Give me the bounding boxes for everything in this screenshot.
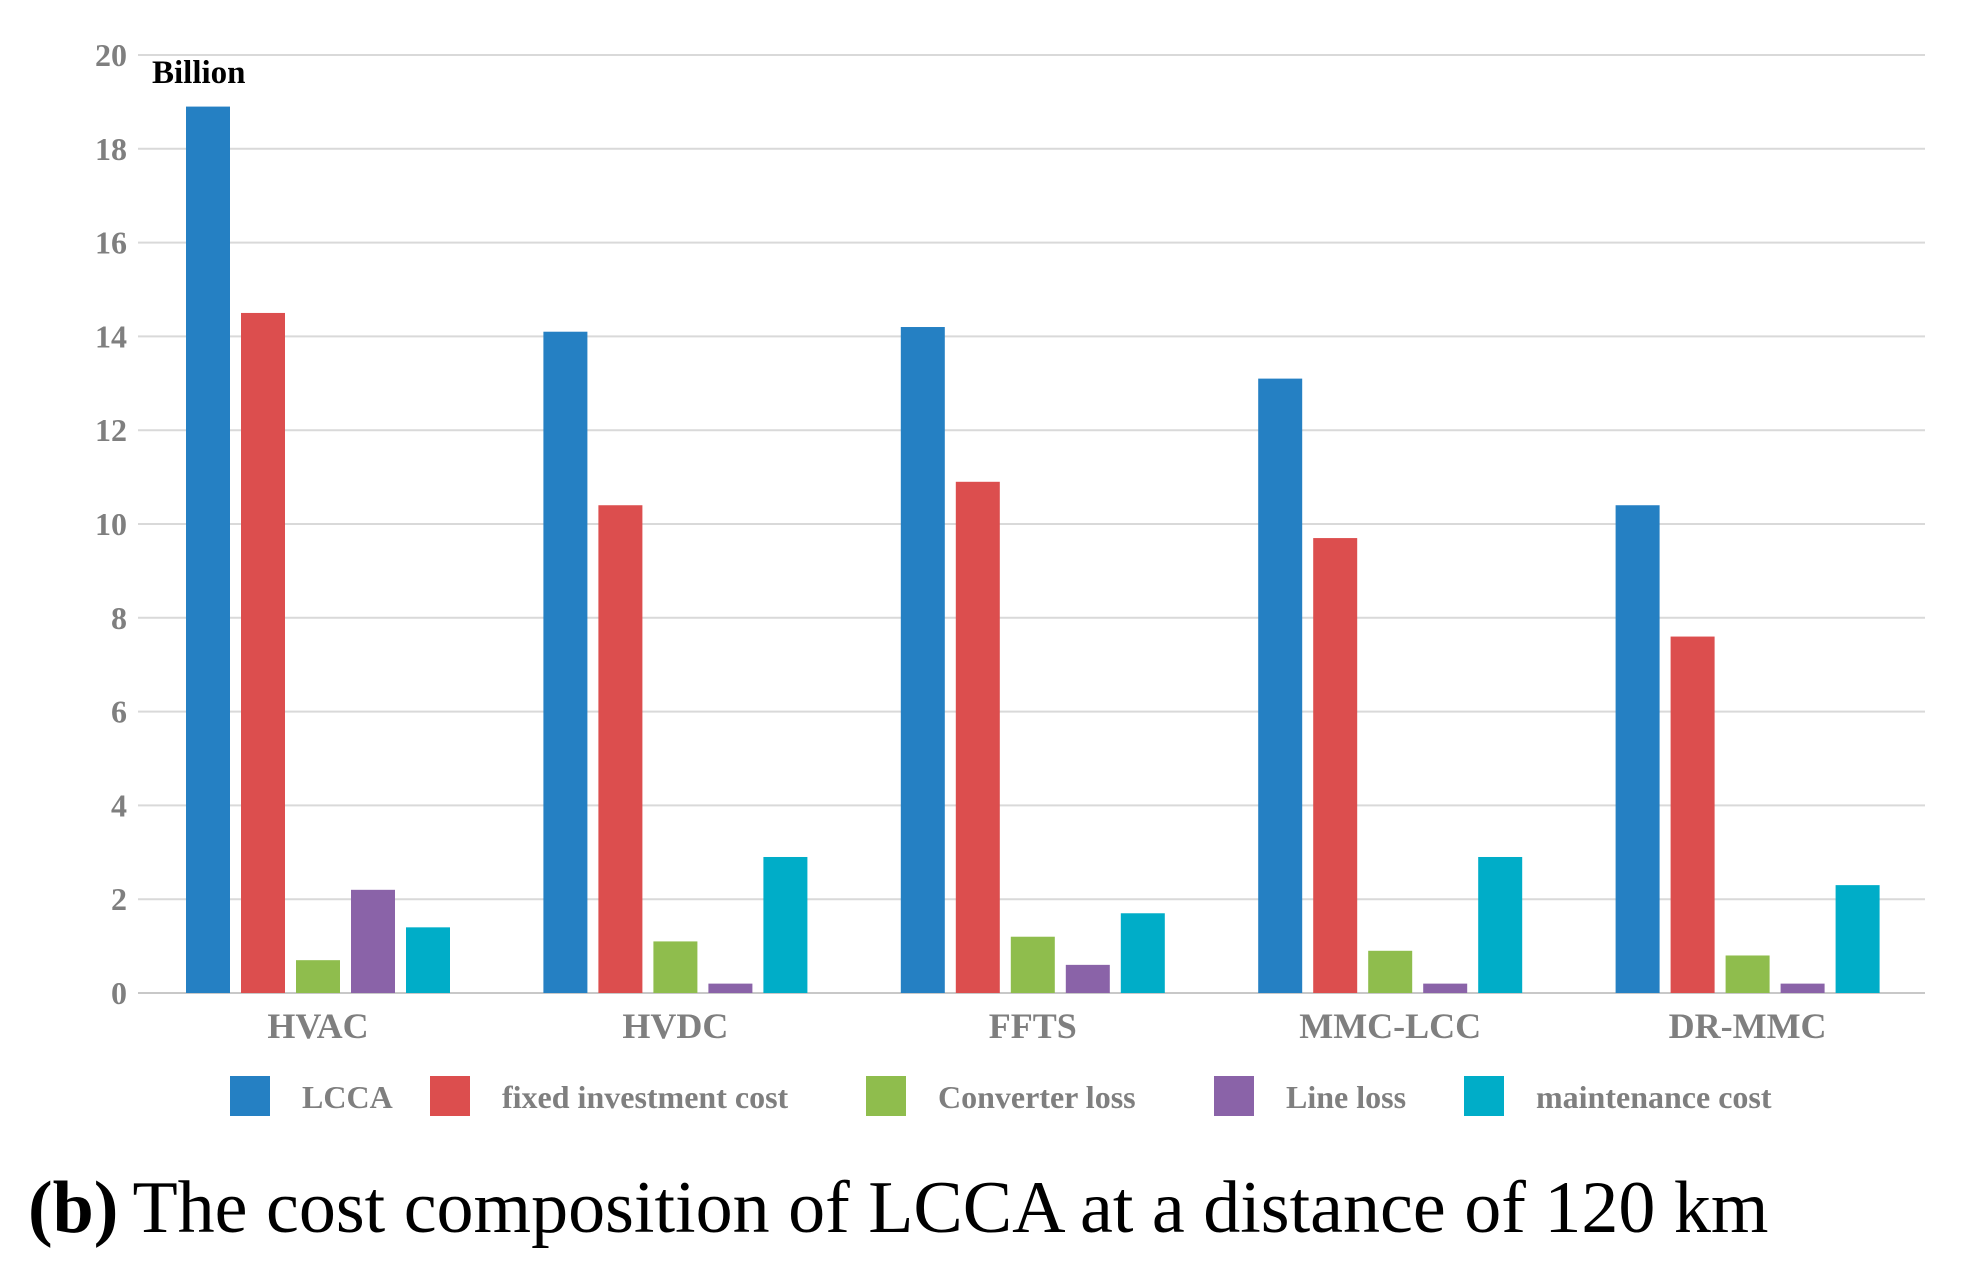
bar-line-loss-hvdc: [708, 983, 753, 993]
x-category-label: HVDC: [622, 1006, 728, 1046]
bar-converter-loss-dr-mmc: [1725, 955, 1770, 993]
unit-label: Billion: [152, 55, 246, 91]
caption-letter: (b): [28, 1167, 118, 1249]
bar-maintenance-cost-hvac: [406, 927, 450, 993]
bar-fixed-investment-cost-ffts: [955, 481, 1000, 993]
y-tick-label: 4: [111, 787, 127, 823]
bar-fixed-investment-cost-hvdc: [598, 505, 643, 993]
bar-fixed-investment-cost-hvac: [241, 312, 285, 993]
bar-lcca-mmc-lcc: [1258, 378, 1303, 993]
bar-lcca-ffts: [900, 327, 945, 993]
bar-maintenance-cost-ffts: [1120, 913, 1165, 993]
bar-fixed-investment-cost-mmc-lcc: [1313, 538, 1358, 993]
bar-maintenance-cost-dr-mmc: [1835, 885, 1880, 993]
legend-swatch: [1464, 1076, 1504, 1116]
bar-converter-loss-ffts: [1010, 936, 1055, 993]
bar-fixed-investment-cost-dr-mmc: [1670, 636, 1715, 993]
grid-layer: [138, 54, 1925, 994]
caption-text: The cost composition of LCCA at a distan…: [132, 1167, 1768, 1249]
bar-line-loss-ffts: [1065, 964, 1110, 993]
bar-lcca-hvdc: [543, 331, 588, 994]
y-tick-label: 6: [111, 694, 127, 730]
y-tick-label: 2: [111, 881, 127, 917]
bar-line-loss-dr-mmc: [1780, 983, 1825, 993]
legend-label: Line loss: [1286, 1079, 1406, 1115]
y-tick-label: 18: [95, 131, 127, 167]
legend-swatch: [230, 1076, 270, 1116]
legend-label: Converter loss: [938, 1079, 1136, 1115]
x-category-label: DR-MMC: [1669, 1006, 1827, 1046]
bar-converter-loss-hvdc: [653, 941, 698, 993]
bar-maintenance-cost-hvdc: [763, 856, 808, 993]
x-category-label: FFTS: [989, 1006, 1077, 1046]
bar-lcca-hvac: [186, 106, 230, 994]
bars: [186, 106, 1880, 994]
y-tick-label: 20: [95, 37, 127, 73]
bar-line-loss-mmc-lcc: [1423, 983, 1468, 993]
legend-swatch: [430, 1076, 470, 1116]
x-category-label: HVAC: [267, 1006, 368, 1046]
y-tick-label: 10: [95, 506, 127, 542]
x-category-label: MMC-LCC: [1299, 1006, 1481, 1046]
legend-swatch: [866, 1076, 906, 1116]
y-tick-label: 0: [111, 975, 127, 1011]
bar-lcca-dr-mmc: [1615, 505, 1660, 993]
y-tick-label: 8: [111, 600, 127, 636]
bar-maintenance-cost-mmc-lcc: [1478, 856, 1523, 993]
y-axis: 0 2 4 6 8 10 12 14 16 18 20: [95, 37, 127, 1011]
legend-swatch: [1214, 1076, 1254, 1116]
y-tick-label: 12: [95, 412, 127, 448]
figure-caption: (b) The cost composition of LCCA at a dis…: [28, 1167, 1768, 1249]
y-tick-label: 16: [95, 225, 127, 261]
x-axis: HVAC HVDC FFTS MMC-LCC DR-MMC: [267, 1006, 1826, 1046]
legend-label: LCCA: [302, 1079, 393, 1115]
bar-line-loss-hvac: [351, 889, 395, 993]
bar-converter-loss-mmc-lcc: [1368, 950, 1413, 993]
bar-converter-loss-hvac: [296, 960, 340, 993]
legend-label: maintenance cost: [1536, 1079, 1772, 1115]
legend-label: fixed investment cost: [502, 1079, 789, 1115]
legend: LCCA fixed investment cost Converter loss L…: [230, 1076, 1772, 1116]
y-tick-label: 14: [95, 318, 127, 354]
